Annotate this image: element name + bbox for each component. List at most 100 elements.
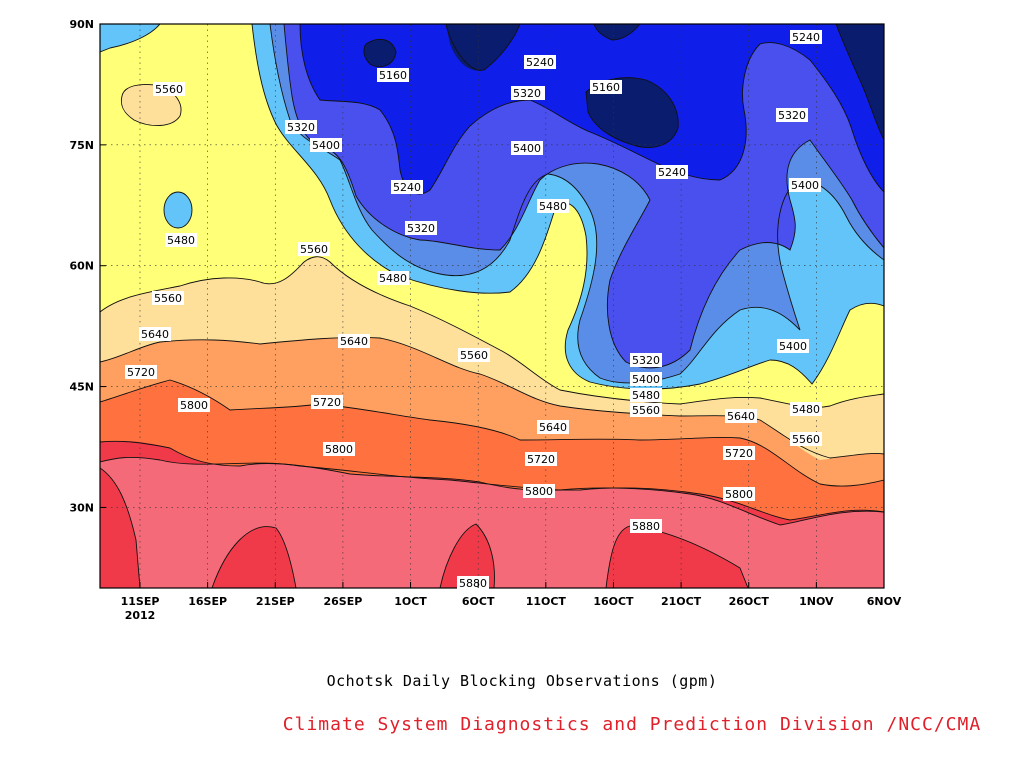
- svg-text:5560: 5560: [792, 433, 820, 446]
- gridlines: [100, 24, 884, 588]
- band-5720-5800-fill: [100, 380, 884, 520]
- band-below-5160-f: [363, 39, 396, 67]
- contour-label: 5320: [405, 221, 437, 235]
- contour-label: 5560: [298, 242, 330, 256]
- x-tick-label: 16SEP: [188, 595, 227, 608]
- svg-text:5800: 5800: [725, 488, 753, 501]
- x-tick-label: 26OCT: [729, 595, 770, 608]
- x-tick-label: 21OCT: [661, 595, 702, 608]
- contour-label: 5800: [323, 442, 355, 456]
- x-tick-label: 1NOV: [799, 595, 834, 608]
- x-tick-label: 16OCT: [593, 595, 634, 608]
- svg-text:5560: 5560: [632, 404, 660, 417]
- svg-text:5480: 5480: [379, 272, 407, 285]
- svg-text:5560: 5560: [460, 349, 488, 362]
- contour-label: 5480: [537, 199, 569, 213]
- y-tick-label: 60N: [69, 260, 94, 273]
- band-5400-5480: [100, 24, 160, 52]
- x-tick-label: 26SEP: [324, 595, 363, 608]
- band-5560-5640: [100, 256, 884, 460]
- contour-label: 5560: [458, 348, 490, 362]
- svg-text:5320: 5320: [632, 354, 660, 367]
- contour-label: 5800: [523, 484, 555, 498]
- svg-text:5320: 5320: [513, 87, 541, 100]
- svg-text:5800: 5800: [525, 485, 553, 498]
- svg-text:5480: 5480: [539, 200, 567, 213]
- svg-text:5640: 5640: [539, 421, 567, 434]
- island-5480: [164, 192, 192, 228]
- band-below-5160-a: [446, 24, 520, 71]
- contour-label: 5800: [178, 398, 210, 412]
- y-tick-label: 90N: [69, 18, 94, 31]
- contour-label: 5720: [525, 452, 557, 466]
- contour-label: 5400: [310, 138, 342, 152]
- contour-label: 5320: [776, 108, 808, 122]
- x-tick-label: 1OCT: [394, 595, 427, 608]
- svg-text:5400: 5400: [632, 373, 660, 386]
- contour-label: 5800: [723, 487, 755, 501]
- svg-text:5160: 5160: [379, 69, 407, 82]
- svg-text:5560: 5560: [155, 83, 183, 96]
- svg-text:5400: 5400: [513, 142, 541, 155]
- svg-text:5480: 5480: [792, 403, 820, 416]
- y-axis: 30N 45N 60N 75N 90N: [69, 18, 106, 514]
- svg-text:5880: 5880: [459, 577, 487, 590]
- svg-text:5880: 5880: [632, 520, 660, 533]
- svg-text:5240: 5240: [792, 31, 820, 44]
- contour-label: 5720: [723, 446, 755, 460]
- contour-label: 5240: [524, 55, 556, 69]
- svg-text:5720: 5720: [313, 396, 341, 409]
- svg-text:5480: 5480: [632, 389, 660, 402]
- contour-label: 5640: [537, 420, 569, 434]
- chart-title: Ochotsk Daily Blocking Observations (gpm…: [326, 672, 718, 690]
- svg-text:5320: 5320: [287, 121, 315, 134]
- contour-label: 5480: [790, 402, 822, 416]
- contour-label: 5160: [590, 80, 622, 94]
- svg-text:5640: 5640: [141, 328, 169, 341]
- svg-text:5720: 5720: [127, 366, 155, 379]
- contour-label: 5480: [165, 233, 197, 247]
- contour-label: 5160: [377, 68, 409, 82]
- contour-label: 5400: [789, 178, 821, 192]
- svg-text:5320: 5320: [778, 109, 806, 122]
- contour-label: 5880: [457, 576, 489, 590]
- contour-label: 5240: [391, 180, 423, 194]
- band-below-5160-c: [586, 77, 679, 148]
- contour-label: 5640: [139, 327, 171, 341]
- y-tick-label: 75N: [69, 139, 94, 152]
- svg-text:5400: 5400: [312, 139, 340, 152]
- contour-lines: [100, 24, 884, 588]
- y-tick-label: 45N: [69, 381, 94, 394]
- contour-label: 5400: [511, 141, 543, 155]
- chart-credit: Climate System Diagnostics and Predictio…: [282, 714, 982, 735]
- svg-text:5240: 5240: [658, 166, 686, 179]
- svg-text:5560: 5560: [154, 292, 182, 305]
- contour-label: 5720: [311, 395, 343, 409]
- x-tick-label: 11OCT: [526, 595, 567, 608]
- x-tick-label: 21SEP: [256, 595, 295, 608]
- band-5800-5880: [100, 457, 884, 588]
- contour-label: 5560: [790, 432, 822, 446]
- contour-label: 5240: [790, 30, 822, 44]
- x-tick-sublabel: 2012: [125, 609, 156, 622]
- contour-label: 5560: [153, 82, 185, 96]
- contour-label: 5320: [630, 353, 662, 367]
- contour-label: 5560: [152, 291, 184, 305]
- svg-text:5560: 5560: [300, 243, 328, 256]
- svg-text:5400: 5400: [779, 340, 807, 353]
- svg-text:5240: 5240: [393, 181, 421, 194]
- svg-text:5800: 5800: [180, 399, 208, 412]
- contour-fills: [100, 24, 884, 588]
- contour-label: 5480: [630, 388, 662, 402]
- svg-text:5640: 5640: [340, 335, 368, 348]
- band-5480-5560: [100, 24, 884, 408]
- plot-frame: [99, 23, 885, 589]
- x-tick-label: 6NOV: [867, 595, 902, 608]
- contour-label: 5400: [630, 372, 662, 386]
- contour-label: 5400: [777, 339, 809, 353]
- band-below-5160-d: [594, 24, 640, 40]
- contour-label: 5320: [511, 86, 543, 100]
- x-tick-label: 6OCT: [462, 595, 495, 608]
